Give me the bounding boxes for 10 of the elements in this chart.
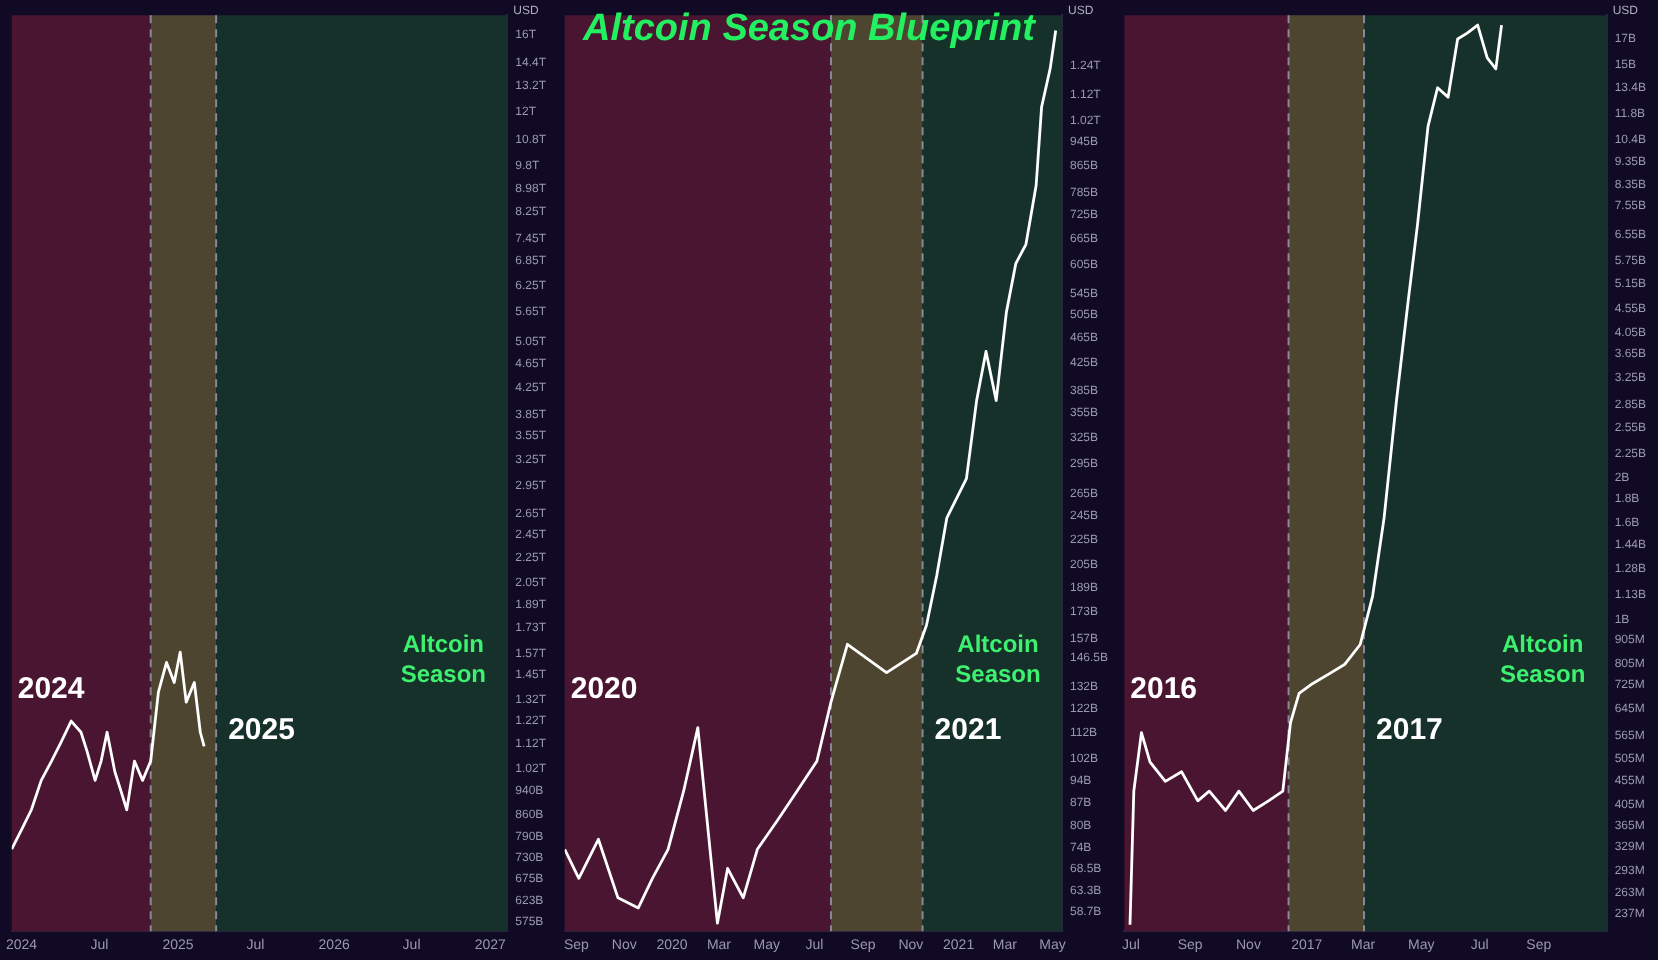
chart-title: Altcoin Season Blueprint <box>580 8 1038 52</box>
band-label: 2021 <box>934 712 1002 747</box>
band-label: 2025 <box>228 712 295 747</box>
band-label: Altcoin Season <box>400 629 486 688</box>
band-label: Altcoin Season <box>1499 629 1586 688</box>
band-label: 2017 <box>1376 712 1443 747</box>
band-label: 2016 <box>1130 671 1198 706</box>
band-label: Altcoin Season <box>955 629 1041 688</box>
band-label: 2024 <box>17 671 86 706</box>
band-label: 2020 <box>570 671 638 706</box>
